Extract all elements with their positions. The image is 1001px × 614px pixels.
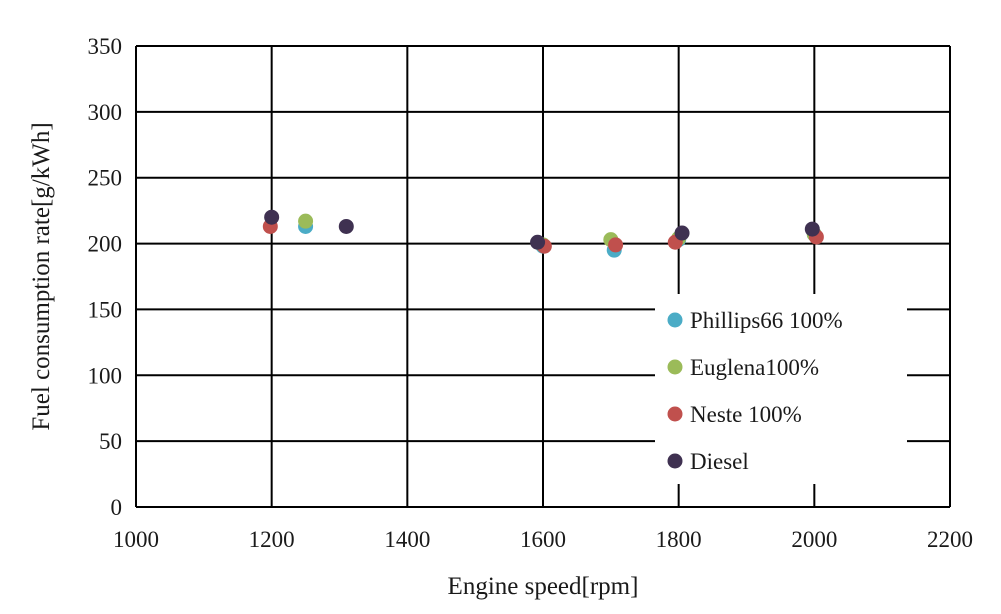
x-axis-title: Engine speed[rpm] [448,573,639,600]
x-tick-label: 1400 [384,527,430,552]
y-axis-title: Fuel consumption rate[g/kWh] [28,122,55,430]
x-tick-label: 2000 [791,527,837,552]
legend: Phillips66 100% Euglena100% Neste 100% Dies… [655,294,907,484]
legend-marker [667,453,683,469]
y-tick-labels: 0 50 100 150 200 250 300 350 [88,34,123,520]
legend-marker [667,359,683,375]
data-point [298,213,314,229]
legend-box [655,294,907,484]
data-point [264,209,280,225]
data-point [530,234,546,250]
x-tick-label: 1200 [249,527,295,552]
x-tick-label: 2200 [927,527,973,552]
legend-marker [667,406,683,422]
data-points [262,209,824,258]
y-tick-label: 300 [88,100,123,125]
x-tick-label: 1000 [113,527,159,552]
y-tick-label: 200 [88,232,123,257]
legend-marker [667,312,683,328]
data-point [804,221,820,237]
y-tick-label: 250 [88,166,123,191]
data-point [608,237,624,253]
y-tick-label: 0 [111,495,123,520]
y-tick-label: 100 [88,363,123,388]
y-tick-label: 350 [88,34,123,59]
y-tick-label: 50 [99,429,122,454]
legend-label: Euglena100% [690,355,819,380]
x-tick-label: 1800 [656,527,702,552]
x-tick-labels: 1000 1200 1400 1600 1800 2000 2200 [113,527,973,552]
x-tick-label: 1600 [520,527,566,552]
data-point [338,218,354,234]
y-tick-label: 150 [88,297,123,322]
data-point [674,225,690,241]
legend-label: Diesel [690,449,749,474]
legend-label: Phillips66 100% [690,308,843,333]
legend-label: Neste 100% [690,402,802,427]
